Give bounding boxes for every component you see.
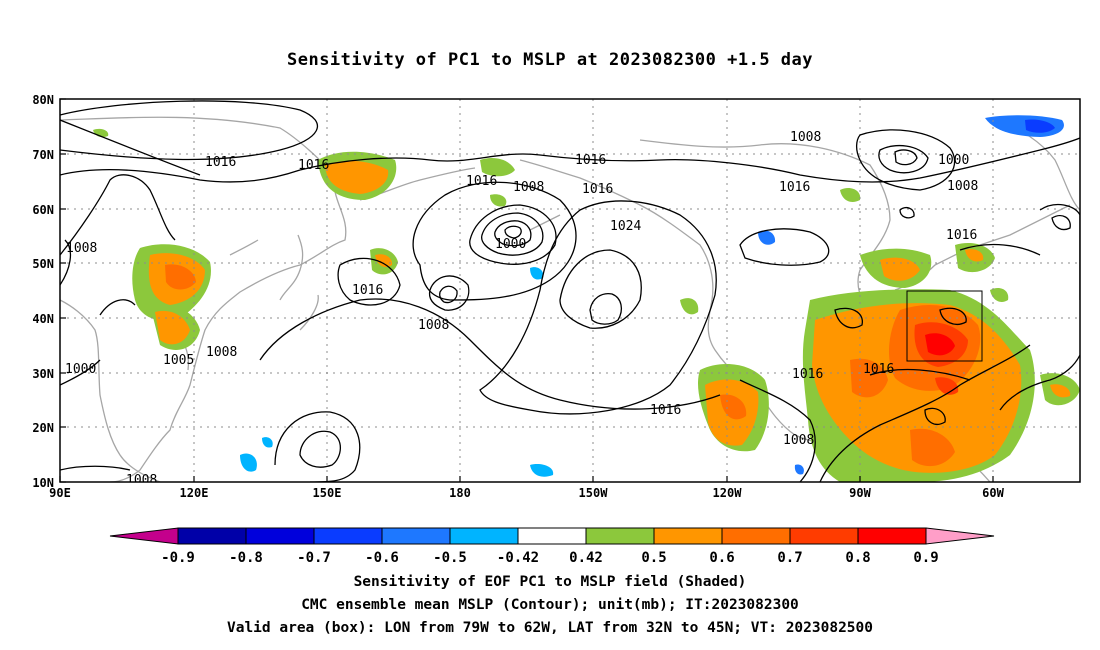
lon-tick-label: 180 <box>449 486 471 500</box>
colorbar-swatch <box>721 527 791 545</box>
colorbar-min-triangle <box>109 527 179 545</box>
colorbar-label: -0.42 <box>497 550 539 566</box>
colorbar-swatch <box>381 527 451 545</box>
isobar-label: 1016 <box>466 174 497 189</box>
isobar-label: 1016 <box>946 228 977 243</box>
isobar-label: 1016 <box>863 362 894 377</box>
colorbar-swatch <box>653 527 723 545</box>
lat-tick-label: 40N <box>32 312 54 326</box>
colorbar-label: -0.9 <box>161 550 195 566</box>
isobar-label: 1016 <box>582 182 613 197</box>
colorbar-swatch <box>313 527 383 545</box>
isobar-label: 1008 <box>947 179 978 194</box>
isobar-label: 1008 <box>206 345 237 360</box>
isobar-label: 1016 <box>650 403 681 418</box>
lat-axis <box>60 98 66 483</box>
colorbar-label: 0.5 <box>641 550 666 566</box>
colorbar-label: 0.7 <box>777 550 802 566</box>
colorbar-swatch <box>585 527 655 545</box>
lat-tick-label: 50N <box>32 257 54 271</box>
isobar-label: 1008 <box>66 241 97 256</box>
lat-tick-label: 70N <box>32 148 54 162</box>
valid-area-box <box>906 290 983 362</box>
isobar-label: 1005 <box>163 353 194 368</box>
isobar-label: 1016 <box>352 283 383 298</box>
lon-tick-label: 150E <box>313 486 342 500</box>
colorbar-label: -0.6 <box>365 550 399 566</box>
colorbar-label: 0.42 <box>569 550 603 566</box>
caption-valid-area: Valid area (box): LON from 79W to 62W, L… <box>226 620 873 636</box>
lon-tick-label: 60W <box>982 486 1004 500</box>
isobar-label: 1008 <box>126 473 157 488</box>
isobar-label: 1008 <box>513 180 544 195</box>
colorbar-swatch <box>517 527 587 545</box>
isobar-label: 1016 <box>298 158 329 173</box>
lat-tick-label: 10N <box>32 476 54 490</box>
lat-tick-label: 20N <box>32 421 54 435</box>
isobar-label: 1000 <box>65 362 96 377</box>
isobar-label: 1024 <box>610 219 641 234</box>
lat-tick-label: 60N <box>32 203 54 217</box>
colorbar: -0.9 -0.8 -0.7 -0.6 -0.5 -0.42 0.42 0.5 0.6 0.7 0.… <box>109 527 995 566</box>
map-frame <box>59 98 1081 483</box>
lat-tick-label: 80N <box>32 93 54 107</box>
colorbar-swatch <box>177 527 247 545</box>
lon-tick-label: 150W <box>579 486 609 500</box>
caption-contour: CMC ensemble mean MSLP (Contour); unit(m… <box>301 597 799 613</box>
colorbar-swatch <box>857 527 927 545</box>
lon-tick-label: 120W <box>713 486 743 500</box>
colorbar-swatch <box>449 527 519 545</box>
lon-tick-label: 120E <box>180 486 209 500</box>
map-plot-area: 1016 1016 1016 1016 1016 1016 1016 1016 … <box>60 99 1080 488</box>
lat-tick-label: 30N <box>32 367 54 381</box>
colorbar-max-triangle <box>925 527 995 545</box>
colorbar-label: 0.9 <box>913 550 938 566</box>
caption-shading: Sensitivity of EOF PC1 to MSLP field (Sh… <box>353 574 747 590</box>
colorbar-label: -0.7 <box>297 550 331 566</box>
colorbar-label: -0.5 <box>433 550 467 566</box>
isobar-label: 1016 <box>792 367 823 382</box>
isobar-label: 1008 <box>790 130 821 145</box>
colorbar-swatch <box>245 527 315 545</box>
isobar-label: 1008 <box>783 433 814 448</box>
lat-labels: 80N 70N 60N 50N 40N 30N 20N 10N <box>32 93 54 490</box>
isobar-label: 1016 <box>575 153 606 168</box>
isobar-label: 1016 <box>205 155 236 170</box>
lon-tick-label: 90W <box>849 486 871 500</box>
isobar-label: 1008 <box>418 318 449 333</box>
colorbar-label: 0.6 <box>709 550 734 566</box>
colorbar-label: -0.8 <box>229 550 263 566</box>
colorbar-label: 0.8 <box>845 550 870 566</box>
lon-axis <box>59 476 994 482</box>
isobar-labels: 1016 1016 1016 1016 1016 1016 1016 1016 … <box>65 130 978 488</box>
isobar-label: 1000 <box>495 237 526 252</box>
colorbar-swatch <box>789 527 859 545</box>
isobars <box>60 100 1080 482</box>
isobar-label: 1016 <box>779 180 810 195</box>
lon-labels: 90E 120E 150E 180 150W 120W 90W 60W <box>49 486 1004 500</box>
isobar-label: 1000 <box>938 153 969 168</box>
lon-tick-label: 90E <box>49 486 71 500</box>
map-title: Sensitivity of PC1 to MSLP at 2023082300… <box>286 50 813 70</box>
